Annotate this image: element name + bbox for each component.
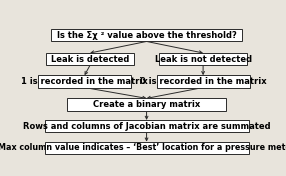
Bar [51, 29, 242, 42]
Bar [45, 120, 249, 132]
Bar [156, 75, 250, 87]
Bar [38, 75, 131, 87]
Text: 0 is recorded in the matrix: 0 is recorded in the matrix [140, 77, 266, 86]
Text: Leak is detected: Leak is detected [51, 55, 129, 64]
Bar [46, 53, 134, 65]
Bar [67, 98, 227, 111]
Bar [159, 53, 247, 65]
Text: Rows and columns of Jacobian matrix are summated: Rows and columns of Jacobian matrix are … [23, 122, 270, 131]
Bar [45, 142, 249, 154]
Text: Leak is not detected: Leak is not detected [154, 55, 252, 64]
Text: Create a binary matrix: Create a binary matrix [93, 100, 200, 109]
Text: 1 is recorded in the matrix: 1 is recorded in the matrix [21, 77, 148, 86]
Text: Max column value indicates – ‘Best’ location for a pressure meter: Max column value indicates – ‘Best’ loca… [0, 143, 286, 152]
Text: Is the Σχ ² value above the threshold?: Is the Σχ ² value above the threshold? [57, 31, 237, 40]
